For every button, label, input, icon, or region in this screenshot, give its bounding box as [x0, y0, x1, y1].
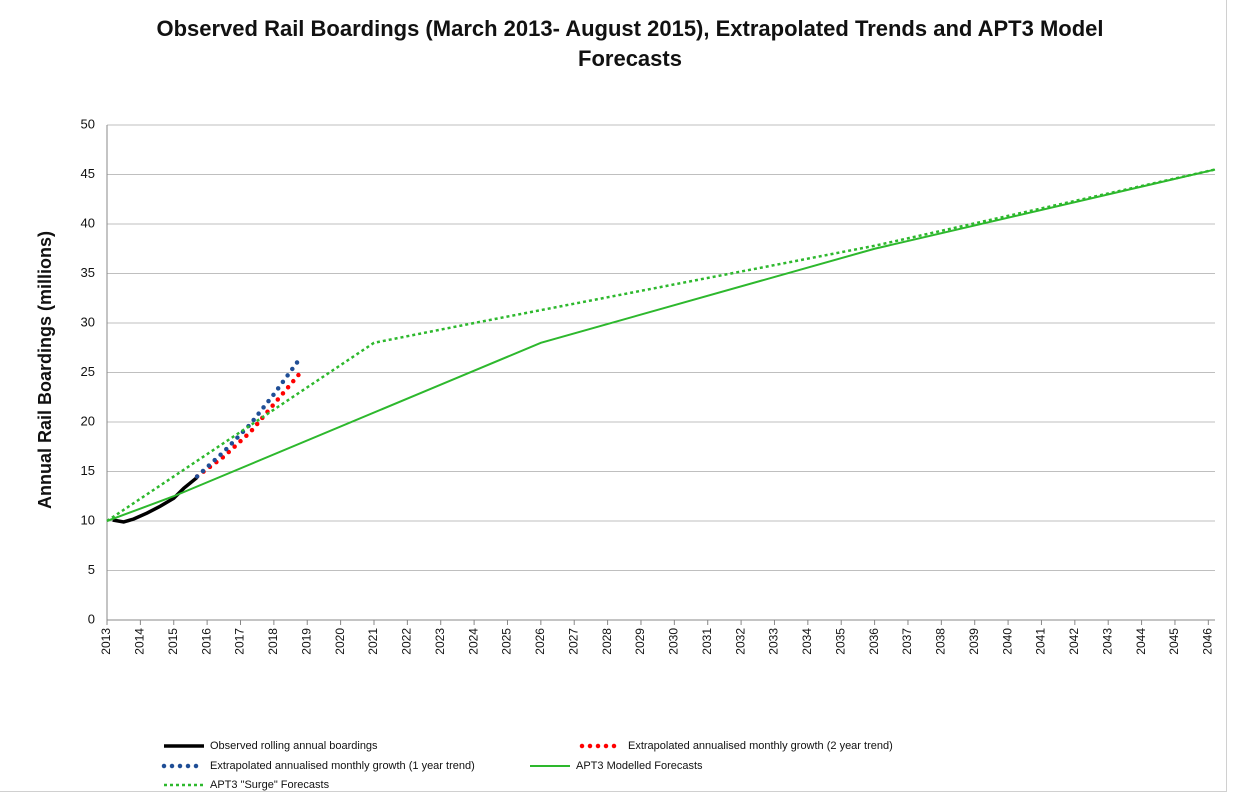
x-tick-label: 2030 [667, 628, 681, 655]
legend-label: APT3 "Surge" Forecasts [210, 779, 330, 791]
x-tick-label: 2044 [1134, 628, 1148, 655]
x-tick-label: 2037 [900, 628, 914, 655]
x-tick-label: 2029 [633, 628, 647, 655]
legend-label: Extrapolated annualised monthly growth (… [210, 760, 475, 772]
y-tick-label: 50 [81, 116, 95, 131]
y-tick-label: 35 [81, 265, 95, 280]
x-tick-label: 2027 [566, 628, 580, 655]
x-tick-label: 2046 [1200, 628, 1214, 655]
legend-label: Extrapolated annualised monthly growth (… [628, 740, 893, 752]
legend-label: APT3 Modelled Forecasts [576, 760, 703, 772]
x-tick-label: 2038 [934, 628, 948, 655]
x-tick-label: 2013 [99, 628, 113, 655]
y-tick-label: 20 [81, 413, 95, 428]
x-tick-label: 2031 [700, 628, 714, 655]
x-tick-label: 2016 [199, 628, 213, 655]
y-tick-label: 45 [81, 166, 95, 181]
x-tick-label: 2042 [1067, 628, 1081, 655]
x-tick-label: 2026 [533, 628, 547, 655]
y-tick-label: 0 [88, 611, 95, 626]
series-line [194, 370, 303, 479]
y-tick-label: 15 [81, 463, 95, 478]
x-tick-label: 2015 [166, 628, 180, 655]
x-tick-label: 2028 [600, 628, 614, 655]
x-tick-label: 2020 [333, 628, 347, 655]
x-tick-label: 2019 [299, 628, 313, 655]
y-tick-label: 5 [88, 562, 95, 577]
series-line [106, 168, 1216, 523]
y-tick-label: 10 [81, 512, 95, 527]
x-tick-label: 2017 [233, 628, 247, 655]
series-line [194, 355, 303, 479]
x-tick-label: 2034 [800, 628, 814, 655]
x-tick-label: 2033 [767, 628, 781, 655]
x-tick-label: 2014 [133, 628, 147, 655]
x-tick-label: 2018 [266, 628, 280, 655]
x-tick-label: 2039 [967, 628, 981, 655]
y-tick-label: 25 [81, 364, 95, 379]
x-tick-label: 2036 [867, 628, 881, 655]
x-tick-label: 2040 [1000, 628, 1014, 655]
x-tick-label: 2035 [833, 628, 847, 655]
y-tick-label: 30 [81, 314, 95, 329]
series-line [106, 168, 1216, 522]
y-tick-label: 40 [81, 215, 95, 230]
legend-label: Observed rolling annual boardings [210, 740, 378, 752]
x-tick-label: 2023 [433, 628, 447, 655]
x-tick-label: 2045 [1167, 628, 1181, 655]
x-tick-label: 2032 [733, 628, 747, 655]
x-tick-label: 2025 [500, 628, 514, 655]
x-tick-label: 2041 [1034, 628, 1048, 655]
x-tick-label: 2022 [400, 628, 414, 655]
x-tick-label: 2021 [366, 628, 380, 655]
x-tick-label: 2043 [1100, 628, 1114, 655]
series-line [112, 476, 199, 524]
x-tick-label: 2024 [466, 628, 480, 655]
y-axis-label: Annual Rail Boardings (millions) [35, 231, 55, 509]
chart-title: Observed Rail Boardings (March 2013- Aug… [156, 16, 1104, 71]
